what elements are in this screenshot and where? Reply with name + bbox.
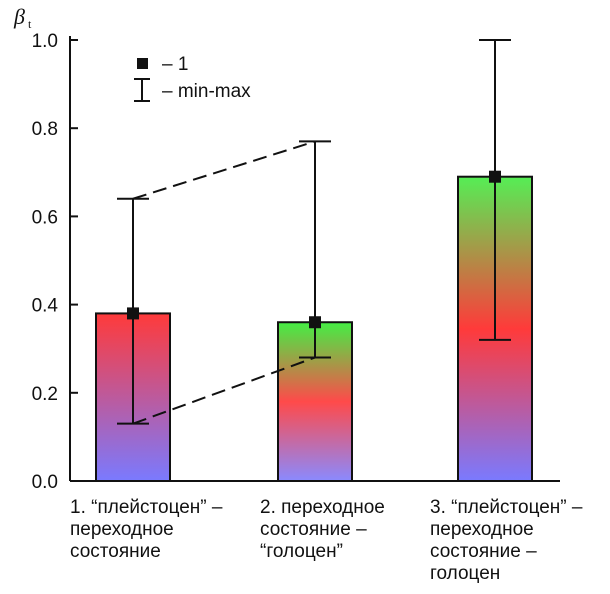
- connector-min-2: [132, 356, 316, 425]
- axes: [69, 36, 560, 482]
- legend-range-label: – min-max: [162, 81, 251, 102]
- point-3: [489, 170, 501, 183]
- error-bars: [117, 39, 511, 425]
- category-label-3-line-1: 3. “плейстоцен” –: [430, 497, 583, 518]
- legend-point-marker: [137, 58, 148, 69]
- y-tick-label-0: 0.0: [32, 472, 58, 493]
- y-tick-label-5: 1.0: [32, 31, 58, 52]
- category-label-3-line-4: голоцен: [430, 563, 500, 584]
- category-label-3: 3. “плейстоцен” – переходное состояние – го…: [430, 497, 583, 584]
- legend-point-label: – 1: [162, 54, 188, 75]
- category-label-2-line-3: “голоцен”: [260, 541, 343, 562]
- points: [127, 170, 501, 329]
- category-label-3-line-3: состояние –: [430, 541, 537, 562]
- y-axis-label-symbol: β: [13, 4, 25, 29]
- y-tick-label-2: 0.4: [32, 296, 59, 317]
- error-bar-3: [479, 39, 511, 341]
- y-axis-label-subscript: t: [28, 17, 32, 31]
- legend: – 1 – min-max: [134, 54, 251, 102]
- connector-max-1: [132, 140, 316, 200]
- y-tick-label-4: 0.8: [32, 119, 58, 140]
- point-1: [127, 307, 139, 320]
- category-label-2: 2. переходное состояние – “голоцен”: [260, 497, 385, 562]
- category-label-1-line-2: переходное: [70, 519, 174, 540]
- category-label-2-line-2: состояние –: [260, 519, 367, 540]
- legend-range-marker: [134, 78, 150, 102]
- category-label-1: 1. “плейстоцен” – переходное состояние: [70, 497, 223, 562]
- y-axis-label: β t: [13, 4, 32, 31]
- connectors: [132, 140, 316, 425]
- point-2: [309, 316, 321, 329]
- category-label-3-line-2: переходное: [430, 519, 534, 540]
- y-tick-label-1: 0.2: [32, 384, 58, 405]
- category-label-1-line-3: состояние: [70, 541, 161, 562]
- y-tick-label-3: 0.6: [32, 207, 58, 228]
- y-ticks: 0.0 0.2 0.4 0.6 0.8 1.0: [32, 31, 78, 493]
- category-label-1-line-1: 1. “плейстоцен” –: [70, 497, 223, 518]
- category-label-2-line-1: 2. переходное: [260, 497, 385, 518]
